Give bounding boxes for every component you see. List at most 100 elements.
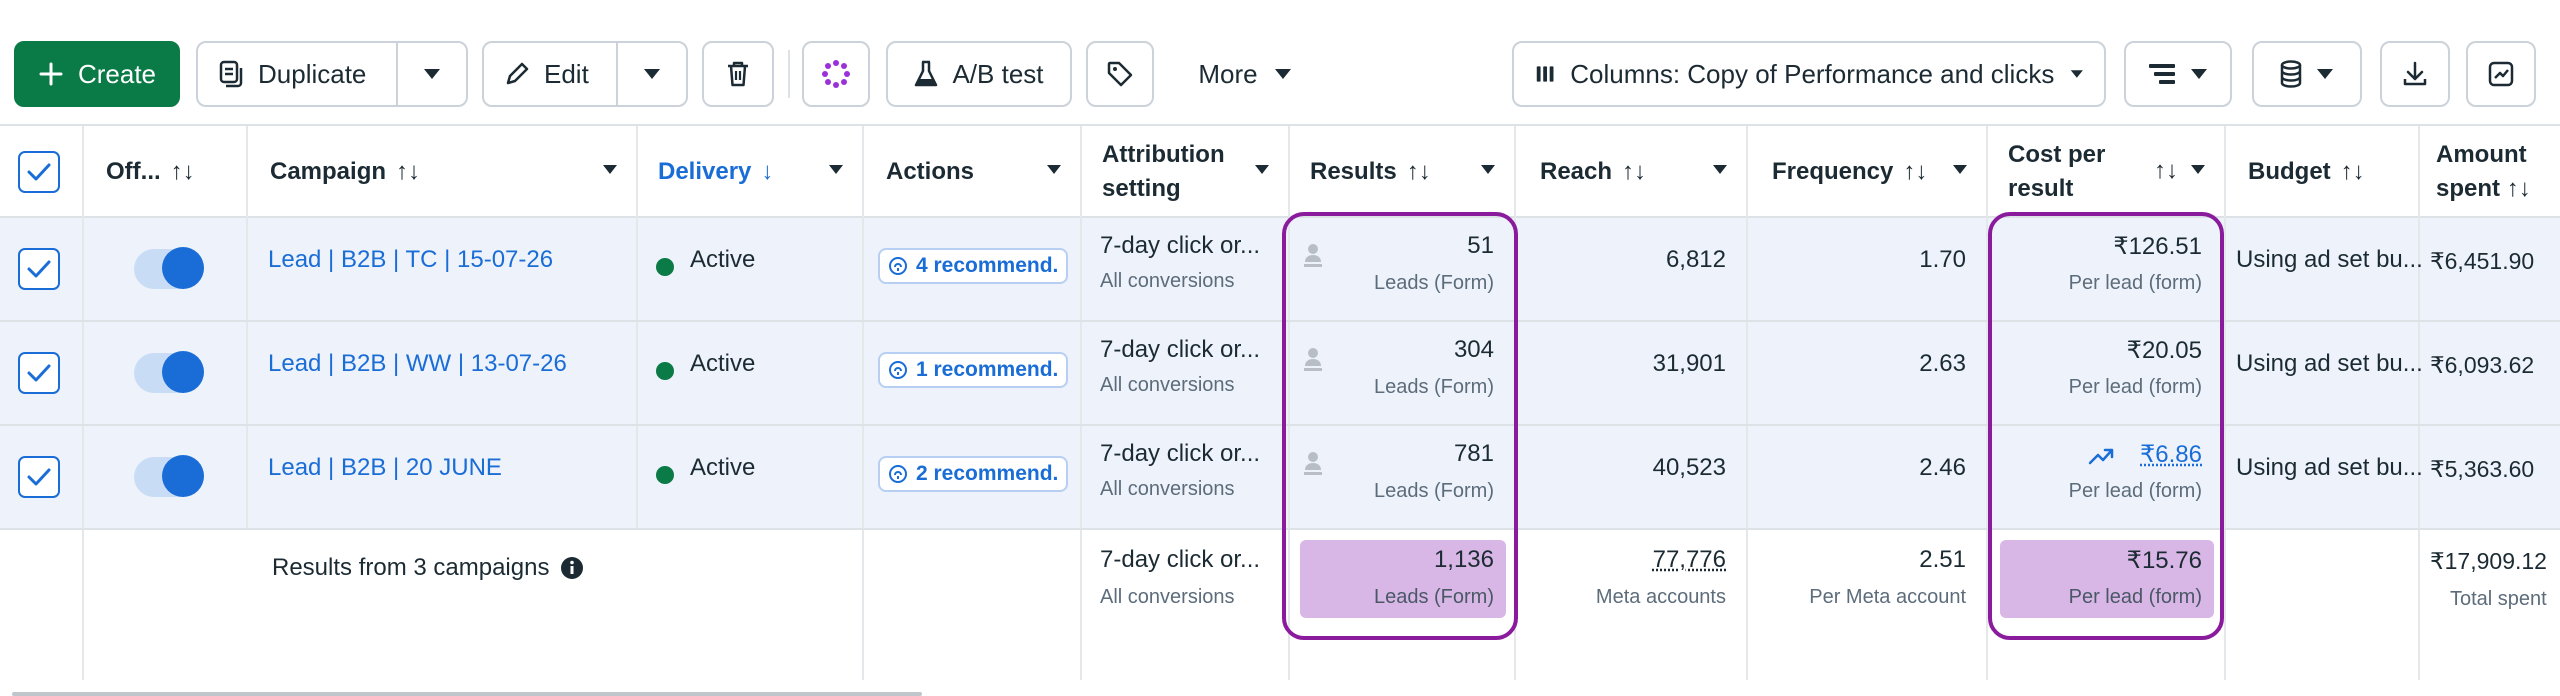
- row-checkbox[interactable]: [18, 456, 60, 498]
- results-value: 304: [1453, 336, 1494, 363]
- header-reach[interactable]: Reach ↑↓: [1516, 126, 1748, 218]
- reach-value: 31,901: [1652, 350, 1726, 377]
- ai-tools-button[interactable]: [802, 41, 870, 107]
- campaign-on-off-toggle[interactable]: [134, 455, 204, 497]
- header-delivery[interactable]: Delivery ↓: [638, 126, 864, 218]
- recommendations-badge[interactable]: 2 recommend.: [878, 456, 1069, 492]
- horizontal-scrollbar[interactable]: [12, 692, 922, 696]
- row-checkbox[interactable]: [18, 352, 60, 394]
- row-actions-cell: 4 recommend.: [864, 218, 1082, 320]
- header-cost-per-result[interactable]: Cost per result ↑↓: [1988, 126, 2226, 218]
- breakdown-dropdown[interactable]: [2124, 41, 2232, 107]
- caret-down-icon[interactable]: [828, 164, 844, 175]
- edit-button[interactable]: Edit: [482, 41, 688, 107]
- summary-reach-sub: Meta accounts: [1595, 586, 1726, 608]
- frequency-value: 1.70: [1919, 246, 1966, 273]
- sort-icon[interactable]: ↑↓: [1406, 158, 1431, 185]
- recommendations-label: 4 recommend.: [916, 254, 1059, 277]
- header-results[interactable]: Results ↑↓: [1290, 126, 1516, 218]
- sort-icon[interactable]: ↑↓: [396, 158, 421, 185]
- more-button[interactable]: More: [1170, 41, 1320, 107]
- tag-button[interactable]: [1086, 41, 1154, 107]
- header-select-all: [0, 126, 84, 218]
- sort-icon[interactable]: ↑↓: [1903, 158, 1928, 185]
- select-all-checkbox[interactable]: [18, 151, 60, 193]
- row-frequency-cell: 2.46: [1748, 426, 1988, 528]
- campaign-name-link[interactable]: Lead | B2B | 20 JUNE: [268, 454, 502, 481]
- edit-dropdown[interactable]: [616, 43, 686, 105]
- row-amount-cell: ₹6,093.62: [2420, 322, 2560, 424]
- campaign-on-off-toggle[interactable]: [134, 247, 204, 289]
- cost-per-result-value: ₹20.05: [2126, 337, 2202, 364]
- caret-down-icon[interactable]: [1046, 164, 1062, 175]
- create-button[interactable]: Create: [14, 41, 180, 107]
- table-row[interactable]: Lead | B2B | TC | 15-07-26 Active 4 reco…: [0, 218, 2560, 322]
- sort-icon[interactable]: ↑↓: [1622, 158, 1647, 185]
- cost-sub: Per lead (form): [2068, 272, 2202, 294]
- status-dot: [656, 258, 674, 276]
- caret-down-icon[interactable]: [602, 164, 618, 175]
- reports-dropdown[interactable]: [2252, 41, 2362, 107]
- header-off-on[interactable]: Off... ↑↓: [84, 126, 248, 218]
- row-select-cell: [0, 218, 84, 320]
- row-campaign-cell: Lead | B2B | WW | 13-07-26: [248, 322, 638, 424]
- caret-down-icon[interactable]: [2190, 164, 2206, 175]
- ab-test-button[interactable]: A/B test: [886, 41, 1072, 107]
- row-checkbox[interactable]: [18, 248, 60, 290]
- header-frequency[interactable]: Frequency ↑↓: [1748, 126, 1988, 218]
- caret-down-icon[interactable]: [1952, 164, 1968, 175]
- row-campaign-cell: Lead | B2B | 20 JUNE: [248, 426, 638, 528]
- sort-icon[interactable]: ↑↓: [2506, 175, 2531, 202]
- recommendations-badge[interactable]: 1 recommend.: [878, 352, 1069, 388]
- summary-cost-sub: Per lead (form): [2068, 586, 2202, 608]
- sparkle-ring-icon: [822, 60, 850, 88]
- person-icon: [1304, 452, 1322, 475]
- summary-reach-value[interactable]: 77,776: [1652, 546, 1726, 573]
- campaign-name-link[interactable]: Lead | B2B | TC | 15-07-26: [268, 246, 554, 273]
- sort-icon[interactable]: ↑↓: [2340, 158, 2365, 185]
- caret-down-icon[interactable]: [1480, 164, 1496, 175]
- header-actions[interactable]: Actions: [864, 126, 1082, 218]
- reach-value: 6,812: [1665, 246, 1726, 273]
- results-sub: Leads (Form): [1373, 376, 1494, 398]
- campaign-on-off-toggle[interactable]: [134, 351, 204, 393]
- table-row[interactable]: Lead | B2B | WW | 13-07-26 Active 1 reco…: [0, 322, 2560, 426]
- header-campaign[interactable]: Campaign ↑↓: [248, 126, 638, 218]
- caret-down-icon: [424, 69, 440, 79]
- status-dot: [656, 466, 674, 484]
- row-budget-cell: Using ad set bu...: [2226, 322, 2423, 424]
- duplicate-button[interactable]: Duplicate: [196, 41, 468, 107]
- recommendations-label: 1 recommend.: [916, 358, 1059, 381]
- sort-icon[interactable]: ↑↓: [170, 158, 195, 185]
- table-row[interactable]: Lead | B2B | 20 JUNE Active 2 recommend.…: [0, 426, 2560, 530]
- row-delivery-cell: Active: [638, 322, 864, 424]
- header-delivery-label: Delivery: [658, 158, 752, 185]
- duplicate-dropdown[interactable]: [396, 43, 466, 105]
- header-budget[interactable]: Budget ↑↓: [2226, 126, 2420, 218]
- sort-desc-icon[interactable]: ↓: [761, 158, 774, 185]
- chart-icon: [2488, 61, 2514, 87]
- caret-down-icon[interactable]: [1254, 164, 1270, 175]
- header-amount-spent[interactable]: Amount spent ↑↓: [2420, 126, 2560, 218]
- row-select-cell: [0, 426, 84, 528]
- row-toggle-cell: [84, 426, 248, 528]
- campaign-name-link[interactable]: Lead | B2B | WW | 13-07-26: [268, 350, 567, 377]
- sort-icon[interactable]: ↑↓: [2154, 157, 2178, 184]
- charts-button[interactable]: [2466, 41, 2536, 107]
- person-icon: [1304, 244, 1322, 267]
- caret-down-icon[interactable]: [1712, 164, 1728, 175]
- delete-button[interactable]: [702, 41, 774, 107]
- cost-sub: Per lead (form): [2068, 376, 2202, 398]
- columns-dropdown[interactable]: Columns: Copy of Performance and clicks: [1512, 41, 2106, 107]
- recommendations-badge[interactable]: 4 recommend.: [878, 248, 1069, 284]
- header-attribution-line1: Attribution: [1102, 141, 1225, 168]
- summary-results-sub: Leads (Form): [1373, 586, 1494, 608]
- budget-value: Using ad set bu...: [2236, 454, 2423, 481]
- summary-results-cell: 1,136 Leads (Form): [1290, 530, 1516, 680]
- cost-highlight: [2000, 540, 2214, 618]
- export-button[interactable]: [2380, 41, 2450, 107]
- header-attribution[interactable]: Attribution setting: [1082, 126, 1290, 218]
- header-off-label: Off...: [106, 158, 161, 185]
- info-icon[interactable]: [560, 556, 584, 580]
- header-reach-label: Reach: [1540, 158, 1613, 185]
